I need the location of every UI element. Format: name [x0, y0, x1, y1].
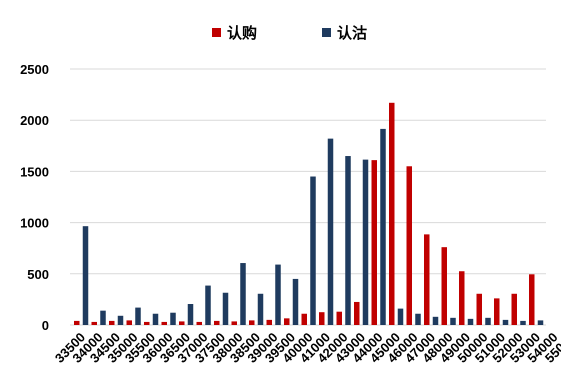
y-tick-label: 2500: [20, 62, 49, 77]
bar-call-35000: [126, 320, 132, 325]
bar-put-34500: [117, 315, 124, 325]
y-tick-label: 1000: [20, 216, 49, 231]
bar-call-42000: [336, 311, 342, 325]
bar-call-36500: [179, 321, 185, 325]
bar-put-42000: [345, 156, 351, 325]
bar-put-37500: [222, 292, 229, 325]
legend-label-call: 认购: [227, 24, 258, 42]
bar-put-48000: [450, 317, 456, 325]
bar-call-38000: [231, 321, 237, 325]
bar-put-38000: [240, 263, 246, 325]
bar-put-38500: [257, 293, 264, 325]
bar-put-40000: [310, 176, 316, 325]
bar-call-46000: [406, 166, 412, 325]
y-tick-label: 500: [27, 267, 49, 282]
bar-call-43000: [354, 301, 360, 325]
bar-put-46000: [415, 313, 421, 325]
bar-call-38500: [249, 320, 255, 325]
bar-call-34500: [109, 320, 115, 325]
bar-put-33500: [82, 226, 89, 325]
bar-put-39500: [292, 278, 299, 325]
bar-put-43000: [362, 159, 369, 325]
bar-call-47000: [424, 234, 430, 325]
legend-item-put: 认沽: [322, 22, 367, 43]
legend-swatch-call: [212, 28, 221, 37]
bar-put-50000: [485, 317, 491, 325]
bar-call-53000: [529, 274, 535, 325]
bar-call-34000: [91, 321, 97, 325]
bar-put-35000: [135, 307, 141, 325]
y-tick-label: 0: [42, 318, 49, 333]
bar-put-52000: [520, 320, 526, 325]
bar-call-39500: [284, 318, 290, 325]
bar-put-49000: [467, 318, 474, 325]
bar-call-39000: [266, 319, 272, 325]
bar-call-44000: [371, 160, 377, 325]
bar-call-51000: [494, 298, 500, 325]
y-tick-label: 1500: [20, 164, 49, 179]
bar-call-40000: [301, 313, 307, 325]
bar-put-53000: [537, 320, 544, 325]
bar-put-36500: [187, 304, 194, 325]
bar-call-45000: [389, 102, 395, 326]
bar-put-45000: [397, 308, 404, 325]
bar-put-44000: [380, 128, 386, 325]
legend-label-put: 认沽: [337, 24, 368, 42]
bar-put-35500: [152, 313, 159, 325]
bar-put-51000: [502, 319, 509, 325]
bar-put-34000: [100, 310, 106, 325]
bar-call-52000: [511, 293, 517, 325]
bar-call-49000: [459, 271, 465, 325]
legend-item-call: 认购: [212, 22, 257, 43]
legend-swatch-put: [322, 28, 331, 37]
bar-put-41000: [327, 138, 334, 325]
bar-put-39000: [275, 264, 281, 325]
y-tick-label: 2000: [20, 113, 49, 128]
bar-put-36000: [170, 312, 176, 325]
bar-call-48000: [441, 247, 447, 325]
bar-call-35500: [144, 321, 150, 325]
bar-call-50000: [476, 293, 482, 325]
bar-put-47000: [432, 316, 439, 325]
legend: 认购 认沽: [0, 22, 561, 46]
bar-call-36000: [161, 321, 167, 325]
bar-call-37000: [196, 321, 202, 325]
bar-call-41000: [319, 312, 325, 325]
bar-call-37500: [214, 320, 220, 325]
bar-put-37000: [205, 285, 211, 325]
bar-call-33500: [74, 320, 80, 325]
